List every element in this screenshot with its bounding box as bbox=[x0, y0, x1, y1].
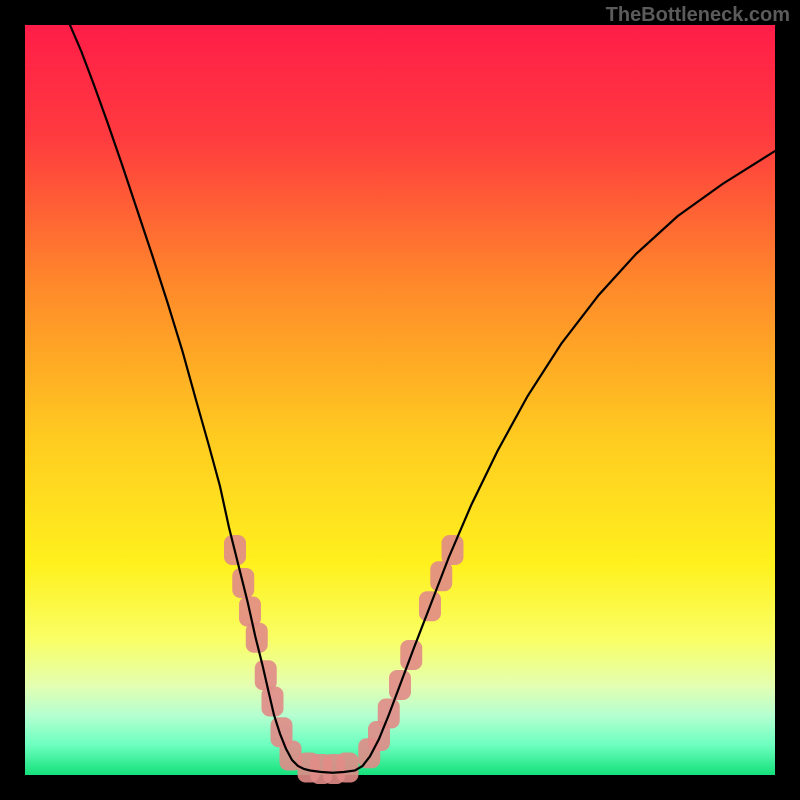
chart-svg bbox=[0, 0, 800, 800]
curve-dot bbox=[337, 753, 359, 783]
bottleneck-chart: TheBottleneck.com bbox=[0, 0, 800, 800]
plot-area bbox=[25, 25, 775, 775]
